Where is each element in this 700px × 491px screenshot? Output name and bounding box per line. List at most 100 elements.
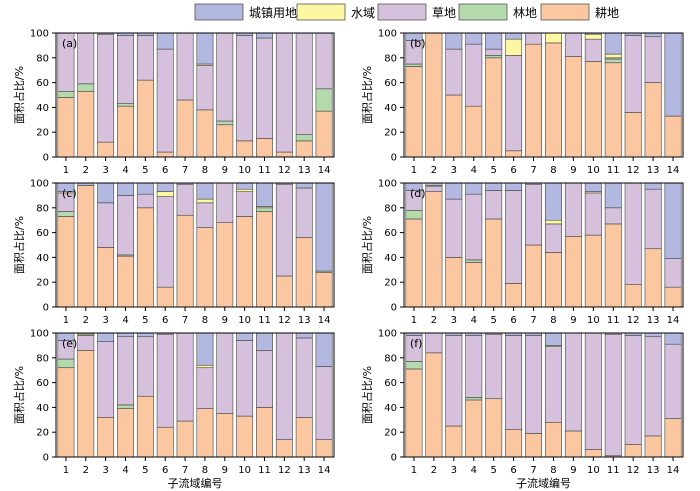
bar-grass-9	[216, 182, 234, 223]
bar-forest-9	[216, 120, 234, 126]
bar-farm-3	[97, 247, 115, 308]
bar-farm-1	[57, 367, 75, 458]
bar-farm-1	[405, 218, 423, 308]
y-tick-label: 100	[378, 329, 397, 340]
bar-farm-6	[505, 150, 523, 158]
x-tick-label: 2	[83, 315, 89, 326]
x-tick-label: 4	[122, 165, 128, 176]
bar-grass-5	[485, 333, 503, 400]
bar-forest-2	[77, 83, 95, 92]
bar-grass-11	[604, 207, 622, 225]
bar-grass-3	[445, 198, 463, 258]
bar-grass-5	[485, 48, 503, 56]
plot-frame	[55, 32, 335, 158]
panel-label: (e)	[62, 337, 77, 350]
bar-grass-4	[465, 43, 483, 107]
x-tick-label: 2	[431, 315, 437, 326]
x-tick-label: 12	[278, 465, 291, 476]
bar-grass-9	[564, 32, 582, 57]
bar-forest-1	[57, 211, 75, 217]
x-tick-label: 6	[162, 315, 168, 326]
y-tick-label: 100	[30, 329, 49, 340]
y-tick-label: 80	[384, 53, 397, 64]
bar-farm-5	[136, 207, 154, 308]
bar-water-11	[604, 53, 622, 59]
y-tick-label: 0	[391, 153, 397, 164]
bar-urban-3	[445, 32, 463, 50]
panel-label: (f)	[410, 337, 422, 350]
bar-urban-10	[584, 182, 602, 192]
x-tick-label: 4	[122, 315, 128, 326]
bar-farm-3	[445, 257, 463, 308]
bar-farm-7	[525, 244, 542, 308]
bar-grass-14	[315, 366, 333, 440]
bar-farm-9	[564, 56, 582, 158]
bar-farm-2	[77, 185, 95, 308]
x-tick-label: 5	[142, 315, 148, 326]
bar-urban-11	[604, 182, 622, 209]
y-tick-label: 0	[391, 303, 397, 314]
legend-label-farm: 耕地	[595, 5, 619, 20]
bar-farm-14	[315, 271, 333, 308]
legend: 城镇用地 水域 草地 林地 耕地	[194, 3, 619, 21]
x-tick-label: 5	[490, 315, 496, 326]
bar-farm-6	[505, 283, 523, 308]
bar-farm-12	[275, 439, 293, 458]
bar-grass-4	[117, 195, 134, 256]
bar-grass-3	[445, 335, 463, 427]
bar-farm-7	[176, 99, 194, 158]
bar-farm-14	[315, 110, 333, 158]
x-tick-label: 11	[258, 165, 271, 176]
bar-water-8	[544, 219, 562, 225]
bar-farm-2	[425, 352, 443, 458]
bar-forest-11	[604, 58, 622, 64]
bar-grass-14	[664, 343, 682, 419]
x-tick-label: 14	[318, 165, 331, 176]
x-tick-label: 3	[451, 165, 457, 176]
bar-farm-5	[485, 218, 503, 308]
bar-urban-6	[505, 32, 523, 40]
bar-urban-6	[505, 182, 523, 191]
bar-grass-12	[275, 32, 293, 153]
x-tick-label: 2	[83, 165, 89, 176]
x-tick-label: 12	[627, 165, 640, 176]
bar-urban-3	[97, 332, 115, 342]
x-tick-label: 7	[182, 165, 188, 176]
x-tick-label: 6	[510, 465, 516, 476]
bar-grass-3	[97, 341, 115, 418]
bar-urban-11	[604, 32, 622, 55]
bar-grass-7	[176, 332, 194, 422]
bar-farm-9	[564, 236, 582, 308]
bar-urban-8	[544, 332, 562, 346]
bar-grass-11	[604, 333, 622, 457]
bar-farm-8	[544, 421, 562, 458]
x-tick-label: 10	[587, 465, 600, 476]
plot-frame	[403, 332, 684, 458]
bar-forest-1	[57, 358, 75, 369]
x-tick-label: 10	[238, 165, 251, 176]
x-tick-label: 14	[318, 315, 331, 326]
x-tick-label: 11	[607, 465, 620, 476]
bar-grass-2	[425, 186, 443, 192]
x-tick-label: 3	[102, 165, 108, 176]
plot-frame	[55, 332, 335, 458]
bar-forest-14	[315, 88, 333, 112]
bar-farm-5	[485, 398, 503, 458]
x-tick-label: 9	[570, 165, 576, 176]
legend-swatch-water	[296, 3, 346, 21]
x-tick-label: 6	[162, 465, 168, 476]
x-tick-label: 7	[182, 315, 188, 326]
bar-farm-11	[256, 407, 273, 458]
bar-grass-14	[664, 258, 682, 288]
bar-urban-14	[315, 332, 333, 367]
y-tick-label: 60	[384, 378, 397, 389]
y-axis-label: 面积占比/%	[360, 366, 374, 424]
y-tick-label: 20	[384, 278, 397, 289]
bar-urban-14	[315, 182, 333, 272]
bar-urban-3	[97, 182, 115, 204]
bar-urban-13	[295, 182, 313, 189]
bar-grass-13	[295, 187, 313, 238]
x-tick-label: 12	[627, 315, 640, 326]
